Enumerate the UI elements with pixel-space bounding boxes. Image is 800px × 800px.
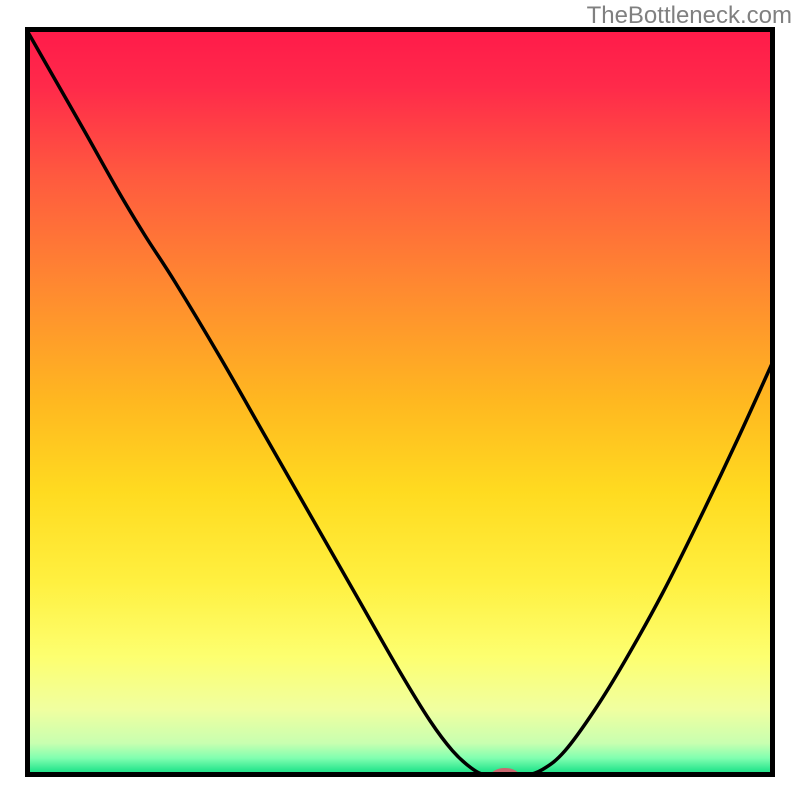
bottleneck-chart: TheBottleneck.com	[0, 0, 800, 800]
gradient-background	[25, 27, 775, 777]
watermark-text: TheBottleneck.com	[587, 2, 792, 30]
plot-area	[25, 27, 775, 777]
